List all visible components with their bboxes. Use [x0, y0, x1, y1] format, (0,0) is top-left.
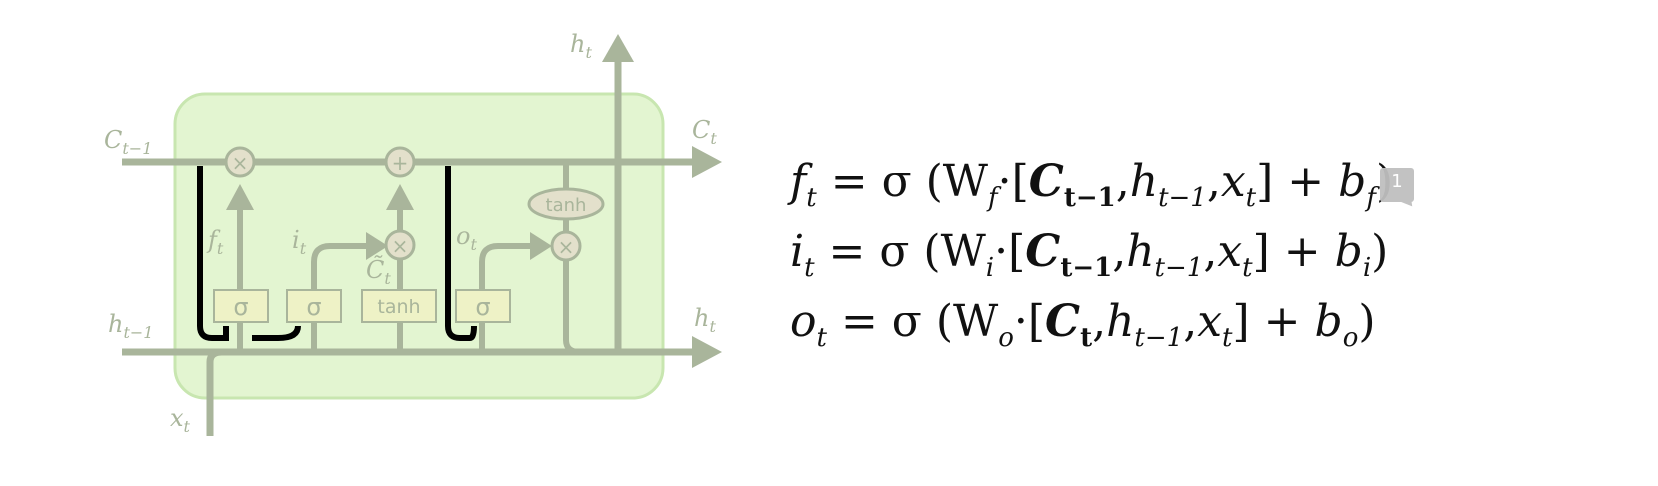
label-c-tilde: C̃t	[366, 256, 391, 288]
eq-i-w-sub: i	[985, 253, 995, 283]
mult3-to-hidden	[563, 260, 581, 355]
eq-i-lhs-sub: t	[804, 253, 815, 283]
add-op: +	[384, 146, 416, 178]
eq-i-h-sub: t−1	[1154, 253, 1204, 283]
eq-o-end: )	[1358, 296, 1376, 347]
eq-o-x-sub: t	[1222, 323, 1233, 353]
eq-f-x-sub: t	[1245, 183, 1257, 213]
eq-i-comma2: ,	[1203, 226, 1218, 277]
svg-text:σ: σ	[233, 293, 248, 321]
peephole-output	[445, 166, 477, 341]
peephole-forget	[197, 166, 229, 341]
lstm-peephole-diagram: × + × × tanh σ σ tanh σ Ct−1 Ct ht−1 ht …	[104, 30, 722, 436]
tanh-output-op: tanh	[527, 187, 605, 221]
output-gate: σ	[455, 289, 511, 323]
eq-o-eq: = σ (W	[840, 296, 999, 347]
equation-output: ot = σ (Wo·[Ct,ht−1,xt] + bo)	[790, 300, 1376, 353]
eq-o-h-sub: t−1	[1134, 323, 1184, 353]
cell-state-arrowhead	[692, 146, 722, 178]
candidate-gate: tanh	[361, 289, 437, 323]
label-x-t: xt	[170, 404, 191, 436]
input-x-line	[206, 348, 223, 436]
eq-f-eq: = σ (W	[830, 156, 989, 207]
eq-o-c: Ct	[1045, 296, 1093, 353]
eq-f-lhs-sub: t	[806, 183, 817, 213]
svg-text:σ: σ	[306, 293, 321, 321]
label-h-prev: ht−1	[108, 310, 153, 342]
ht-up-arrowhead	[602, 34, 634, 62]
svg-text:tanh: tanh	[377, 296, 420, 318]
input-arrowhead	[366, 232, 388, 260]
input-gate: σ	[286, 289, 342, 323]
eq-f-c: Ct−1	[1028, 156, 1116, 213]
eq-i-c: Ct−1	[1025, 226, 1113, 283]
svg-text:×: ×	[392, 234, 409, 258]
equation-forget: ft = σ (Wf·[Ct−1,ht−1,xt]+bf) 1	[790, 160, 1414, 213]
label-c-t: Ct	[692, 116, 717, 148]
eq-f-close: ]	[1256, 156, 1274, 207]
eq-f-dot: ·[	[997, 156, 1029, 207]
add-arrowhead	[386, 184, 414, 210]
eq-i-plus: +	[1283, 226, 1321, 277]
label-c-prev: Ct−1	[104, 126, 152, 158]
mult1-op: ×	[224, 146, 256, 178]
label-h-t-right: ht	[694, 304, 716, 336]
input-arrow	[311, 243, 372, 290]
eq-f-lhs: f	[790, 156, 807, 207]
svg-text:×: ×	[232, 151, 249, 175]
label-o-t: ot	[456, 222, 477, 254]
eq-i-x: x	[1217, 226, 1243, 277]
eq-f-x: x	[1220, 156, 1246, 207]
eq-i-close: ]	[1252, 226, 1270, 277]
eq-f-b: b	[1338, 156, 1367, 207]
label-h-t-top: ht	[570, 30, 592, 62]
eq-i-comma1: ,	[1112, 226, 1127, 277]
eq-f-h-sub: t−1	[1158, 183, 1207, 213]
comment-badge[interactable]: 1	[1380, 168, 1414, 202]
eq-i-eq: = σ (W	[828, 226, 986, 277]
eq-i-end: )	[1371, 226, 1389, 277]
equation-input: it = σ (Wi·[Ct−1,ht−1,xt] + bi)	[790, 230, 1388, 283]
eq-f-comma2: ,	[1206, 156, 1221, 207]
eq-i-b: b	[1334, 226, 1363, 277]
eq-o-comma2: ,	[1183, 296, 1198, 347]
eq-o-b: b	[1314, 296, 1343, 347]
svg-text:tanh: tanh	[546, 195, 587, 216]
eq-i-b-sub: i	[1362, 253, 1372, 283]
forget-arrowhead	[226, 184, 254, 210]
eq-o-b-sub: o	[1342, 323, 1359, 353]
label-i-t: it	[292, 226, 307, 258]
output-arrowhead	[530, 232, 552, 260]
eq-o-x: x	[1197, 296, 1223, 347]
eq-i-h: h	[1126, 226, 1155, 277]
eq-f-w-sub: f	[988, 183, 998, 213]
eq-o-comma1: ,	[1092, 296, 1107, 347]
eq-o-dot: ·[	[1013, 296, 1046, 347]
eq-o-plus: +	[1263, 296, 1301, 347]
eq-f-h: h	[1129, 156, 1159, 207]
eq-f-comma1: ,	[1115, 156, 1130, 207]
forget-gate: σ	[213, 289, 269, 323]
output-arrow	[479, 243, 530, 290]
eq-o-h: h	[1106, 296, 1135, 347]
eq-f-plus: +	[1287, 156, 1325, 207]
eq-o-lhs: o	[790, 296, 817, 347]
peephole-input	[252, 325, 301, 341]
eq-o-close: ]	[1232, 296, 1250, 347]
svg-text:σ: σ	[475, 293, 490, 321]
svg-text:+: +	[392, 151, 409, 175]
mult3-op: ×	[550, 230, 582, 262]
hidden-state-arrowhead	[692, 336, 722, 368]
eq-i-x-sub: t	[1242, 253, 1253, 283]
mult2-op: ×	[384, 229, 416, 261]
eq-i-lhs: i	[790, 226, 805, 277]
eq-o-w-sub: o	[998, 323, 1014, 353]
eq-i-dot: ·[	[994, 226, 1026, 277]
eq-o-lhs-sub: t	[816, 323, 827, 353]
svg-text:×: ×	[558, 235, 575, 259]
eq-f-b-sub: f	[1366, 183, 1376, 213]
